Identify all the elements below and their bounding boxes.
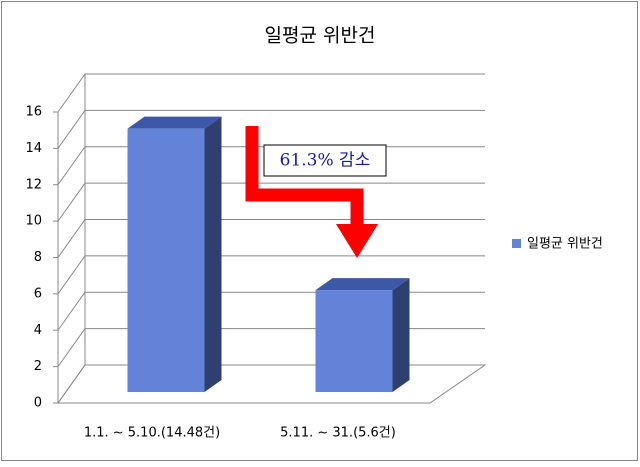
bar bbox=[127, 128, 205, 392]
arrow-head bbox=[336, 224, 378, 258]
x-tick-label: 1.1. ~ 5.10.(14.48건) bbox=[84, 426, 220, 441]
y-tick-label: 8 bbox=[34, 250, 42, 265]
y-tick-label: 4 bbox=[34, 323, 42, 338]
y-tick-label: 2 bbox=[34, 359, 42, 374]
annotation-box bbox=[263, 144, 387, 177]
y-tick-label: 0 bbox=[34, 396, 42, 411]
plot-area: 0 2 4 6 8 10 12 14 16 1.1. ~ 5.10.(14.48건) 5.11. ~… bbox=[25, 73, 603, 441]
grid-line bbox=[57, 182, 485, 222]
x-tick-label: 5.11. ~ 31.(5.6건) bbox=[280, 426, 396, 441]
grid-line bbox=[57, 73, 485, 113]
grid-line bbox=[57, 109, 485, 149]
bar bbox=[315, 290, 393, 392]
bar-side bbox=[204, 116, 222, 393]
y-tick-label: 10 bbox=[25, 214, 42, 229]
arrow bbox=[245, 126, 364, 226]
bar-top bbox=[315, 278, 410, 291]
chart-title: 일평균 위반건 bbox=[265, 25, 376, 47]
y-tick-label: 16 bbox=[25, 105, 42, 120]
grid-line bbox=[57, 255, 485, 295]
legend-label: 일평균 위반건 bbox=[527, 237, 603, 252]
y-tick-label: 6 bbox=[34, 286, 42, 301]
annotation: 61.3% 감소 bbox=[280, 151, 371, 171]
y-tick-label: 12 bbox=[25, 177, 42, 192]
y-tick-label: 14 bbox=[25, 141, 42, 156]
bar-side bbox=[392, 278, 410, 392]
legend-swatch bbox=[512, 239, 521, 248]
bar-top bbox=[127, 116, 222, 129]
